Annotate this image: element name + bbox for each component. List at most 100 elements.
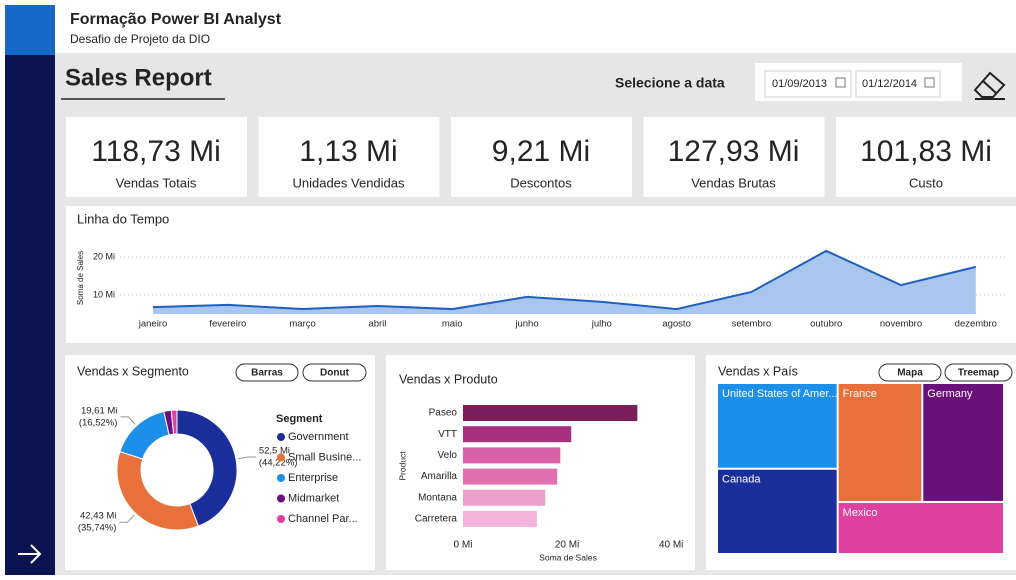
kpi-label: Custo <box>909 175 943 190</box>
kpi-value: 127,93 Mi <box>668 135 800 168</box>
y-tick-label: 20 Mi <box>93 251 115 261</box>
donut-slice <box>176 409 238 527</box>
bar <box>463 447 561 464</box>
y-tick-label: Carretera <box>415 514 458 525</box>
x-tick-label: junho <box>514 319 538 330</box>
y-tick-label: Paseo <box>429 408 458 419</box>
legend-label: Government <box>288 431 349 443</box>
treemap-tile <box>923 384 1003 501</box>
kpi-card <box>451 117 632 197</box>
kpi-value: 9,21 Mi <box>492 135 590 168</box>
kpi-card <box>66 117 247 197</box>
toggle-button[interactable] <box>235 363 299 382</box>
y-tick-label: Montana <box>418 492 457 503</box>
share-label: (16,52%) <box>79 417 118 428</box>
chart-title: Vendas x Produto <box>399 372 498 386</box>
toggle-button[interactable] <box>878 363 942 382</box>
kpi-card <box>836 117 1016 197</box>
x-tick-label: 20 Mi <box>555 540 579 551</box>
treemap-tile <box>718 384 837 468</box>
x-tick-label: abril <box>368 319 386 330</box>
bar <box>463 426 572 443</box>
legend-label: Midmarket <box>288 492 339 504</box>
chart-title: Linha do Tempo <box>77 211 169 226</box>
eraser-icon[interactable] <box>973 71 1006 100</box>
leader-line <box>237 456 256 460</box>
date-end[interactable]: 01/12/2014 <box>862 78 917 90</box>
share-label: (44,22%) <box>259 458 298 469</box>
app-title: Formação Power BI Analyst <box>70 11 282 28</box>
chart-title: Vendas x País <box>718 364 798 378</box>
calendar-icon[interactable] <box>835 77 846 88</box>
treemap-tile <box>838 384 922 501</box>
y-axis-title: Soma de Sales <box>76 251 85 305</box>
kpi-label: Descontos <box>510 175 572 190</box>
bar <box>463 405 638 421</box>
toggle-button-label[interactable]: Donut <box>320 368 350 379</box>
x-tick-label: novembro <box>880 319 922 330</box>
toggle-button-label[interactable]: Treemap <box>958 368 999 379</box>
date-label: Selecione a data <box>615 75 725 91</box>
leader-line <box>119 514 135 523</box>
y-tick-label: 10 Mi <box>93 289 115 299</box>
legend-title: Segment <box>276 413 323 425</box>
kpi-label: Vendas Totais <box>116 175 197 190</box>
donut-slice <box>170 409 178 435</box>
toggle-button[interactable] <box>944 363 1013 382</box>
x-tick-label: 0 Mi <box>454 540 473 551</box>
sidebar <box>5 55 55 575</box>
data-label: 42,43 Mi <box>80 511 116 522</box>
date-start-box[interactable] <box>764 70 852 98</box>
x-tick-label: julho <box>591 319 612 330</box>
bar <box>463 468 558 485</box>
kpi-value: 1,13 Mi <box>299 135 397 168</box>
kpi-value: 101,83 Mi <box>860 135 992 168</box>
logo-block <box>5 5 55 55</box>
bar <box>463 511 537 527</box>
legend-swatch <box>277 474 285 482</box>
legend-swatch <box>277 494 285 503</box>
tile-label: France <box>843 388 877 400</box>
legend-swatch <box>277 515 285 523</box>
chart-title: Vendas x Segmento <box>77 364 189 378</box>
legend-label: Small Busine... <box>288 451 361 463</box>
x-tick-label: 40 Mi <box>659 540 683 551</box>
legend-swatch <box>277 453 285 462</box>
x-tick-label: outubro <box>810 319 842 330</box>
tile-label: Germany <box>927 388 973 400</box>
kpi-card <box>643 117 825 197</box>
share-label: (35,74%) <box>78 523 117 534</box>
x-axis-title: Soma de Sales <box>539 552 597 562</box>
line <box>152 249 977 311</box>
legend-label: Enterprise <box>288 472 338 484</box>
kpi-label: Unidades Vendidas <box>292 175 405 190</box>
treemap-tile <box>838 502 1003 553</box>
date-start[interactable]: 01/09/2013 <box>772 78 827 90</box>
x-tick-label: março <box>289 319 315 330</box>
y-axis-title: Product <box>397 451 407 481</box>
next-arrow[interactable] <box>18 544 42 564</box>
area-fill <box>153 250 976 314</box>
date-end-box[interactable] <box>855 70 941 98</box>
calendar-icon[interactable] <box>924 77 935 88</box>
y-tick-label: Velo <box>438 450 458 461</box>
x-tick-label: janeiro <box>138 319 168 330</box>
data-label: 19,61 Mi <box>81 405 117 416</box>
kpi-card <box>258 117 440 197</box>
x-tick-label: dezembro <box>955 319 997 330</box>
y-tick-label: VTT <box>438 429 457 440</box>
toggle-button-label[interactable]: Barras <box>251 368 283 379</box>
x-tick-label: maio <box>442 319 463 330</box>
leader-line <box>120 416 136 425</box>
toggle-button[interactable] <box>302 363 367 382</box>
legend-swatch <box>277 433 285 441</box>
report-title: Sales Report <box>65 64 212 91</box>
app-subtitle: Desafio de Projeto da DIO <box>70 32 210 46</box>
tile-label: United States of Amer... <box>722 388 838 400</box>
x-tick-label: fevereiro <box>209 319 246 330</box>
y-tick-label: Amarilla <box>421 471 458 482</box>
tile-label: Canada <box>722 474 761 486</box>
kpi-label: Vendas Brutas <box>691 175 776 190</box>
legend-label: Channel Par... <box>288 513 358 525</box>
toggle-button-label[interactable]: Mapa <box>897 368 923 379</box>
